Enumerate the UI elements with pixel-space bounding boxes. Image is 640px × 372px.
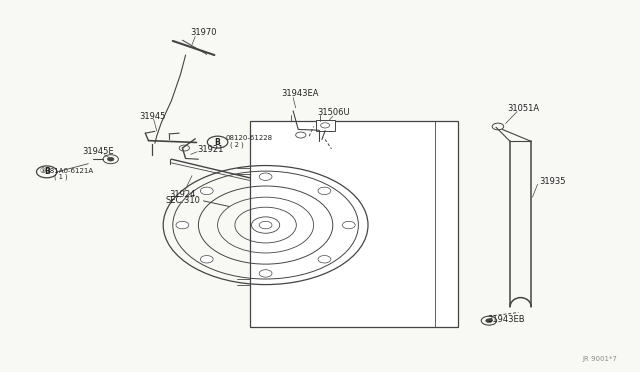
FancyBboxPatch shape [316,120,335,131]
Text: 31924: 31924 [170,190,196,199]
Text: 31921: 31921 [197,145,223,154]
Circle shape [318,187,331,195]
Circle shape [342,221,355,229]
Text: 31943EA: 31943EA [282,89,319,98]
Circle shape [318,256,331,263]
Circle shape [176,221,189,229]
Text: 31935: 31935 [540,177,566,186]
Text: ( 2 ): ( 2 ) [230,141,244,148]
Text: 31506U: 31506U [317,108,349,117]
Circle shape [486,319,492,323]
Text: ③081A0-6121A: ③081A0-6121A [40,168,94,174]
Text: B: B [44,167,49,176]
Text: SEC.310: SEC.310 [165,196,200,205]
Polygon shape [250,121,458,327]
Circle shape [200,256,213,263]
Text: 31943EB: 31943EB [488,315,525,324]
Circle shape [108,157,114,161]
Text: 31970: 31970 [191,28,217,37]
Circle shape [200,187,213,195]
Text: 31945E: 31945E [82,147,113,156]
Circle shape [259,270,272,277]
Circle shape [259,173,272,180]
Text: 08120-61228: 08120-61228 [226,135,273,141]
Text: 31945: 31945 [140,112,166,121]
Text: 31051A: 31051A [507,104,539,113]
Text: JR 9001*7: JR 9001*7 [583,356,618,362]
Text: ( 1 ): ( 1 ) [54,173,68,180]
Text: B: B [215,138,220,147]
